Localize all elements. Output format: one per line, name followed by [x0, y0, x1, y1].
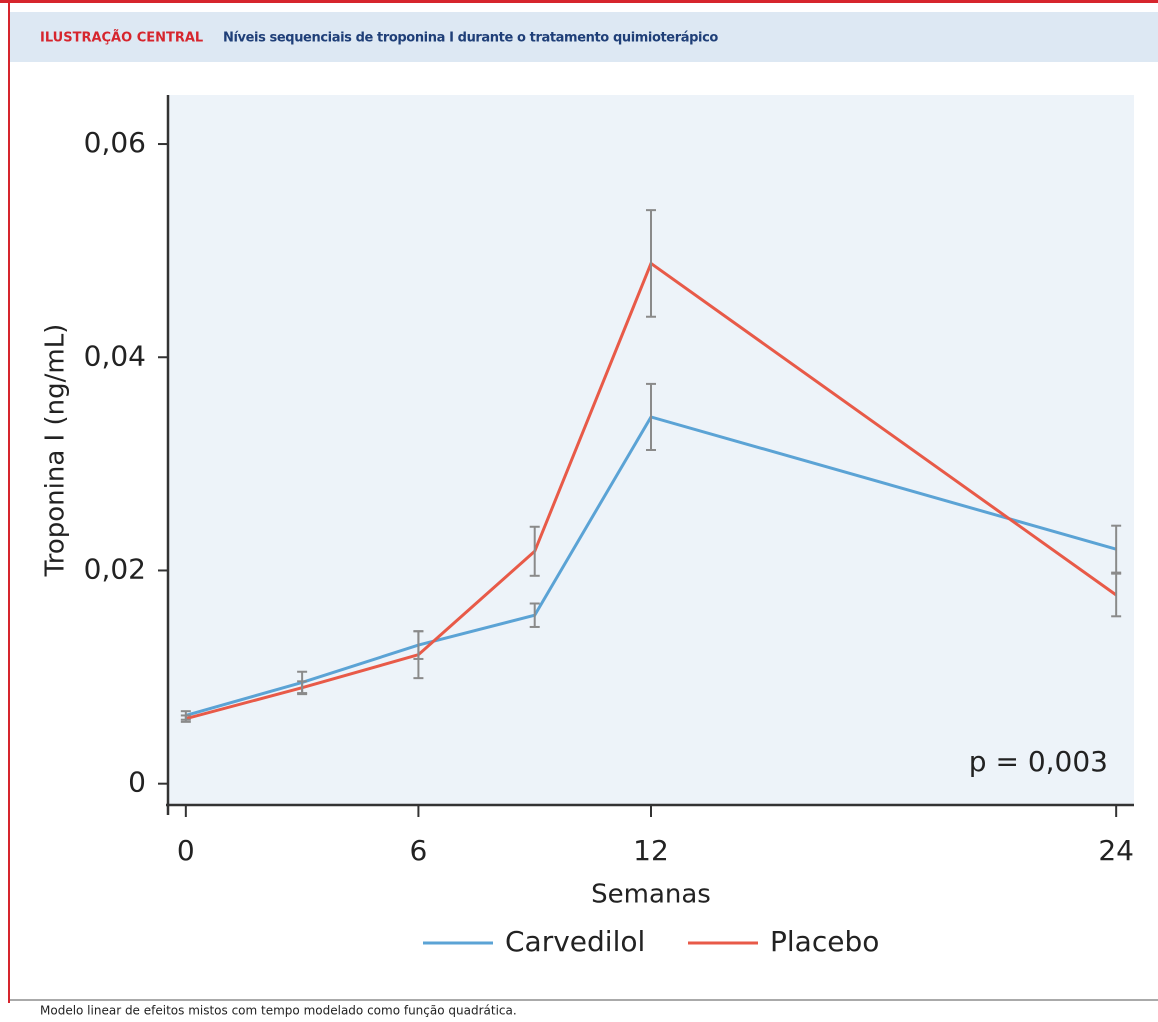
error-bar [180, 714, 191, 723]
top-border [0, 0, 1158, 3]
left-border [8, 3, 10, 1003]
series-line [185, 261, 1118, 721]
x-tick-label: 24 [1098, 834, 1134, 867]
x-axis-label: Semanas [591, 880, 711, 910]
x-tick-label: 12 [633, 834, 669, 867]
footer-note: Modelo linear de efeitos mistos com temp… [40, 1004, 517, 1018]
error-bar [646, 209, 656, 318]
y-axis-label: Troponina I (ng/mL) [41, 324, 71, 578]
x-tick-label: 6 [410, 834, 428, 867]
series-line [185, 415, 1117, 717]
y-tick-label: 0,02 [84, 552, 146, 585]
x-tick-label: 0 [177, 834, 195, 867]
error-bar [297, 680, 308, 696]
error-bar [1111, 572, 1122, 618]
header-title: Níveis sequenciais de troponina I durant… [223, 31, 718, 46]
error-bar [529, 525, 540, 577]
error-bar [413, 630, 424, 680]
legend-label: Placebo [770, 925, 879, 958]
header-band [10, 12, 1158, 62]
error-bar [646, 382, 656, 451]
header-label: ILUSTRAÇÃO CENTRAL [40, 30, 203, 46]
legend-label: Carvedilol [505, 925, 645, 958]
y-tick-label: 0 [128, 766, 146, 799]
y-tick-label: 0,04 [84, 339, 146, 372]
annotation: p = 0,003 [969, 745, 1108, 778]
error-bar [1111, 524, 1122, 574]
error-bar [529, 602, 540, 628]
y-tick-label: 0,06 [84, 126, 146, 159]
